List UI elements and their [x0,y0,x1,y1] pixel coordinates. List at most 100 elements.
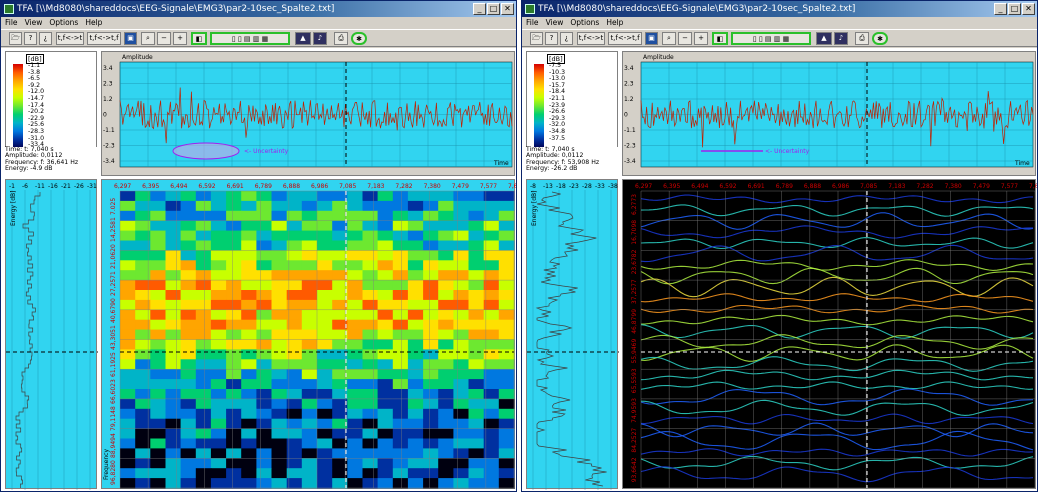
marginal-tick-label: -8 [530,183,536,190]
spectrogram-cell [347,389,363,400]
spectrogram-cell [483,240,500,251]
close-button[interactable]: ✕ [1022,3,1035,15]
tf-transform-button[interactable]: t,f<->t [56,32,84,45]
spectrogram-cell [271,379,288,390]
marginal-tick-label: -28 [582,183,592,190]
spectrogram-cell [165,319,182,331]
time-tick-label: 6,297 [635,183,652,190]
spectrogram-cell [377,398,394,410]
zoom-in-icon[interactable]: + [694,32,708,45]
layout-select-group[interactable]: ▯ ▯ ▤ ▥ ▦ [731,32,811,45]
close-button[interactable]: ✕ [501,3,514,15]
spectrogram-cell [210,309,227,321]
menu-help[interactable]: Help [606,18,624,27]
minimize-button[interactable]: _ [994,3,1007,15]
spectrogram-cell [438,438,454,449]
print-icon[interactable]: ⎙ [334,32,348,45]
color-legend: [dB] -1.1 -3.8 -6.5 -9.2 -12.0 -14.7 -17.4 -20.… [5,51,97,154]
open-folder-icon[interactable]: 🗁 [9,32,22,45]
spectrogram-cell [483,230,500,241]
maximize-button[interactable]: □ [487,3,500,15]
zoom-in-icon[interactable]: + [173,32,187,45]
minimize-button[interactable]: _ [473,3,486,15]
spectrogram-cell [498,438,515,449]
spectrogram-plot[interactable]: 6,297 6,395 6,494 6,592 6,691 6,789 6,888 6,986… [101,179,518,489]
spectrogram-cell [256,270,273,281]
spectrogram-cell [453,398,470,410]
context-help-icon[interactable]: ¿ [39,32,52,45]
spectrogram-cell [226,309,242,321]
settings-icon[interactable]: ✱ [351,32,367,45]
chart-icon[interactable]: ▲ [816,32,832,45]
tf-swap-button[interactable]: t,f<->t,f [87,32,121,45]
spectrogram-cell [165,468,182,479]
open-folder-icon[interactable]: 🗁 [530,32,543,45]
spectrogram-cell [498,418,515,430]
spectrogram-cell [362,319,379,331]
zoom-icon[interactable]: ⌕ [141,32,155,45]
menu-view[interactable]: View [545,18,564,27]
spectrogram-cell [210,240,227,251]
spectrogram-cell [180,240,197,251]
ridge-line [640,293,1034,303]
spectrogram-cell [180,369,197,380]
help-icon[interactable]: ? [545,32,558,45]
spectrogram-cell [468,220,485,232]
spectrogram-cell [362,408,379,420]
energy-marginal-plot[interactable]: -8 -13 -18 -23 -28 -33 -38 Energy [dB] [526,179,619,490]
menu-view[interactable]: View [24,18,43,27]
zoom-icon[interactable]: ⌕ [662,32,676,45]
menu-options[interactable]: Options [49,18,79,27]
amplitude-plot[interactable]: Amplitude 3.4 2.3 1.2 0 -1.1 -2.3 -3.4 <- Uncert… [622,51,1036,176]
spectrogram-cell [468,270,485,281]
y-tick-label: 0 [103,112,107,119]
amplitude-plot[interactable]: Amplitude 3.4 2.3 1.2 0 -1.1 -2.3 -3.4 <- Uncert… [101,51,515,176]
menu-options[interactable]: Options [570,18,600,27]
ridge-line [640,314,1034,326]
menu-bar: File View Options Help [522,17,1037,29]
spectrogram-cell [362,280,379,291]
layout-select-group[interactable]: ▯ ▯ ▤ ▥ ▦ [210,32,290,45]
print-icon[interactable]: ⎙ [855,32,869,45]
spectrogram-cell [195,309,212,321]
title-bar[interactable]: TFA [\\Md8080\shareddocs\EEG-Signale\EMG… [1,1,516,17]
menu-file[interactable]: File [526,18,539,27]
spectrogram-cell [241,319,257,331]
chart-icon[interactable]: ▲ [295,32,311,45]
help-icon[interactable]: ? [24,32,37,45]
screen-icon[interactable]: ▣ [124,32,137,45]
settings-icon[interactable]: ✱ [872,32,888,45]
spectrogram-cell [135,230,151,241]
signal-select-icon[interactable]: ◧ [712,32,728,45]
spectrogram-cell [301,270,318,281]
menu-help[interactable]: Help [85,18,103,27]
sound-icon[interactable]: ♪ [313,32,327,45]
spectrogram-cell [271,478,288,489]
spectrogram-cell [226,270,242,281]
freq-tick-label: 16,7098 [631,220,638,245]
energy-marginal-plot[interactable]: -1 -6 -11 -16 -21 -26 -31 Energy [dB] [5,179,98,490]
spectrogram-cell [165,398,182,410]
spectrogram-cell [180,458,197,469]
spectrogram-cell [180,339,197,350]
spectrogram-plot[interactable]: 6,297 6,395 6,494 6,592 6,691 6,789 6,888 6,986… [622,179,1038,489]
maximize-button[interactable]: □ [1008,3,1021,15]
spectrogram-cell [226,230,242,241]
signal-select-icon[interactable]: ◧ [191,32,207,45]
y-tick-label: 2.3 [103,81,113,88]
spectrogram-cell [453,319,470,331]
energy-trace [15,192,41,488]
spectrogram-cell [286,339,303,350]
spectrogram-cell [332,260,348,271]
tf-transform-button[interactable]: t,f<->t [577,32,605,45]
zoom-out-icon[interactable]: − [678,32,692,45]
context-help-icon[interactable]: ¿ [560,32,573,45]
tf-swap-button[interactable]: t,f<->t,f [608,32,642,45]
screen-icon[interactable]: ▣ [645,32,658,45]
sound-icon[interactable]: ♪ [834,32,848,45]
spectrogram-cell [468,339,485,350]
title-bar[interactable]: TFA [\\Md8080\shareddocs\EEG-Signale\EMG… [522,1,1037,17]
spectrogram-cell [332,369,348,380]
zoom-out-icon[interactable]: − [157,32,171,45]
menu-file[interactable]: File [5,18,18,27]
